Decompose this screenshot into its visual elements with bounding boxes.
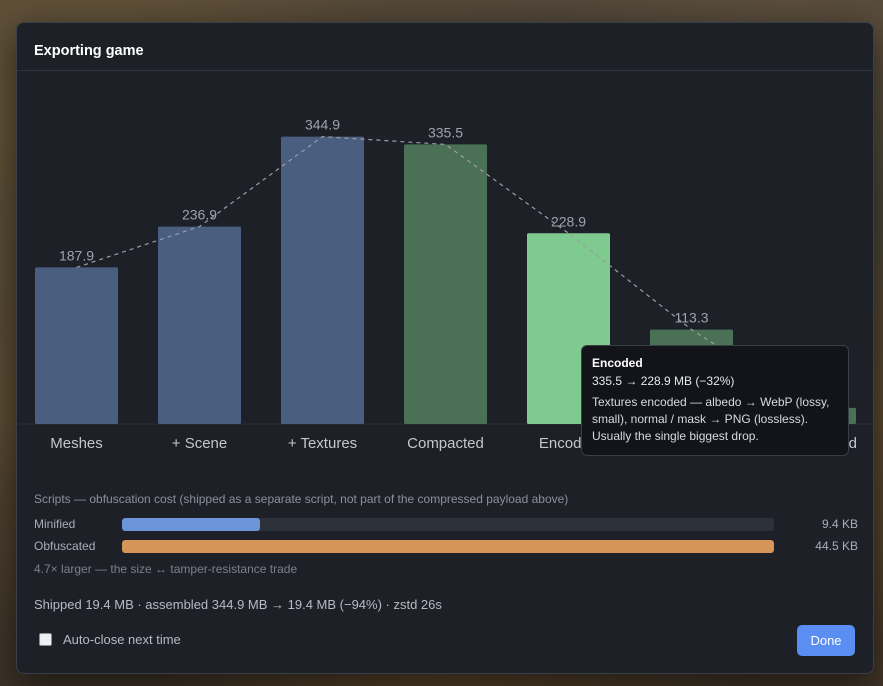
auto-close-checkbox[interactable] xyxy=(39,633,52,646)
dialog-title: Exporting game xyxy=(34,43,144,59)
scripts-section: Scripts — obfuscation cost (shipped as a… xyxy=(34,492,858,576)
script-row-minified: Minified 9.4 KB xyxy=(34,514,858,536)
chart-bar[interactable] xyxy=(35,267,118,424)
chart-category-label: + Textures xyxy=(288,435,357,452)
export-summary: Shipped 19.4 MB · assembled 344.9 MB → 1… xyxy=(34,597,442,612)
script-bar-fill-minified xyxy=(122,518,260,531)
chart-value-label: 335.5 xyxy=(428,124,463,140)
script-bar-track xyxy=(122,540,774,553)
chart-category-label: Compacted xyxy=(407,435,484,452)
chart-value-label: 344.9 xyxy=(305,117,340,133)
chart-bar[interactable] xyxy=(158,226,241,424)
chart-bar[interactable] xyxy=(404,144,487,424)
chart-tooltip: Encoded 335.5 → 228.9 MB (−32%) Textures… xyxy=(581,345,849,456)
auto-close-option[interactable]: Auto-close next time xyxy=(39,632,181,647)
chart-value-label: 228.9 xyxy=(551,213,586,229)
chart-bar[interactable] xyxy=(281,136,364,424)
script-row-obfuscated: Obfuscated 44.5 KB xyxy=(34,536,858,558)
export-dialog: Exporting game 187.9 Meshes 236.9 + Scene 34… xyxy=(16,22,874,674)
auto-close-label[interactable]: Auto-close next time xyxy=(63,632,181,647)
chart-value-label: 187.9 xyxy=(59,247,94,263)
script-row-value: 44.5 KB xyxy=(815,539,858,553)
dialog-header: Exporting game xyxy=(17,23,873,71)
chart-value-label: 113.3 xyxy=(675,310,709,326)
tooltip-title: Encoded xyxy=(592,356,643,370)
chart-trend-line xyxy=(76,135,815,409)
chart-value-label: 236.9 xyxy=(182,207,217,223)
chart-category-label: + Scene xyxy=(172,435,227,452)
scripts-note: 4.7× larger — the size ↔ tamper-resistan… xyxy=(34,562,298,576)
chart-category-label: Meshes xyxy=(50,435,103,452)
script-bar-track xyxy=(122,518,774,531)
script-row-label: Minified xyxy=(34,517,76,531)
script-row-label: Obfuscated xyxy=(34,539,96,553)
scripts-title: Scripts — obfuscation cost (shipped as a… xyxy=(34,492,569,506)
tooltip-subtitle: 335.5 → 228.9 MB (−32%) xyxy=(592,374,735,388)
tooltip-body: Textures encoded — albedo → WebP (lossy,… xyxy=(592,395,830,443)
done-button[interactable]: Done xyxy=(797,625,855,656)
script-bar-fill-obfuscated xyxy=(122,540,774,553)
script-row-value: 9.4 KB xyxy=(821,517,858,531)
